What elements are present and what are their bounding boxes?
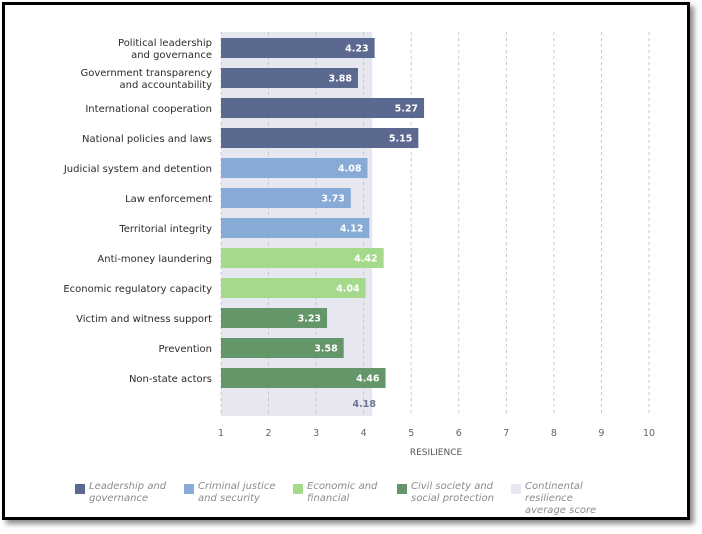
x-tick-label: 5 bbox=[408, 428, 414, 439]
bar bbox=[221, 188, 351, 208]
bar bbox=[221, 38, 375, 58]
legend-label: Leadership and governance bbox=[89, 481, 167, 504]
legend-item: Civil society and social protection bbox=[397, 481, 503, 505]
bar bbox=[221, 308, 328, 328]
bar-value-label: 3.88 bbox=[329, 74, 353, 85]
bar bbox=[221, 98, 425, 118]
category-label: Government transparency bbox=[80, 68, 212, 79]
legend-swatch bbox=[293, 484, 303, 494]
x-tick-label: 3 bbox=[313, 428, 319, 439]
legend-item: Criminal justice and security bbox=[184, 481, 290, 505]
legend-label: Criminal justice and security bbox=[198, 481, 276, 504]
average-value-label: 4.18 bbox=[353, 399, 377, 410]
legend-label: Continental resilience average score bbox=[525, 481, 597, 516]
category-label: Victim and witness support bbox=[76, 314, 212, 325]
x-tick-label: 10 bbox=[643, 428, 655, 439]
x-tick-label: 1 bbox=[218, 428, 224, 439]
legend-swatch bbox=[184, 484, 194, 494]
category-label: Prevention bbox=[159, 344, 212, 355]
bar bbox=[221, 68, 358, 88]
bar-value-label: 4.04 bbox=[336, 284, 360, 295]
category-label: Anti-money laundering bbox=[97, 254, 212, 265]
category-label: and governance bbox=[131, 50, 212, 61]
bar-value-label: 3.58 bbox=[314, 344, 338, 355]
bar-value-label: 4.23 bbox=[345, 44, 368, 55]
legend-item: Leadership and governance bbox=[75, 481, 181, 505]
legend-item: Continental resilience average score bbox=[511, 481, 617, 517]
legend-swatch bbox=[75, 484, 85, 494]
legend-label: Civil society and social protection bbox=[411, 481, 494, 504]
category-label: Political leadership bbox=[118, 38, 212, 49]
bar bbox=[221, 128, 419, 148]
category-label: Territorial integrity bbox=[118, 224, 212, 235]
bar-value-label: 4.46 bbox=[356, 374, 380, 385]
bar bbox=[221, 368, 386, 388]
category-label: Non-state actors bbox=[129, 374, 212, 385]
category-label: National policies and laws bbox=[82, 134, 212, 145]
x-tick-label: 7 bbox=[503, 428, 509, 439]
bar-value-label: 3.23 bbox=[298, 314, 321, 325]
bar-value-label: 4.42 bbox=[354, 254, 377, 265]
x-tick-label: 8 bbox=[551, 428, 557, 439]
legend-item: Economic and financial bbox=[293, 481, 399, 505]
bar bbox=[221, 278, 366, 298]
bar-value-label: 4.12 bbox=[340, 224, 363, 235]
bar-value-label: 5.27 bbox=[395, 104, 418, 115]
x-tick-label: 4 bbox=[361, 428, 367, 439]
category-label: International cooperation bbox=[85, 104, 212, 115]
bars: 4.23 3.88 5.27 5.15 4.08 3.73 4.12 4.42 4.04 3.23… bbox=[221, 38, 425, 388]
bar-value-label: 5.15 bbox=[389, 134, 412, 145]
category-label: Law enforcement bbox=[125, 194, 212, 205]
category-label: Economic regulatory capacity bbox=[63, 284, 212, 295]
category-label: Judicial system and detention bbox=[63, 164, 212, 175]
bar bbox=[221, 158, 368, 178]
bar-value-label: 3.73 bbox=[321, 194, 344, 205]
x-axis-label: RESILIENCE bbox=[410, 448, 463, 458]
category-label: and accountability bbox=[120, 80, 213, 91]
legend-swatch bbox=[397, 484, 407, 494]
legend-label: Economic and financial bbox=[307, 481, 378, 504]
bar bbox=[221, 338, 344, 358]
x-tick-label: 9 bbox=[598, 428, 604, 439]
legend-swatch bbox=[511, 484, 521, 494]
bar-value-label: 4.08 bbox=[338, 164, 362, 175]
bar bbox=[221, 218, 370, 238]
x-tick-label: 2 bbox=[266, 428, 272, 439]
x-tick-labels: 1 2 3 4 5 6 7 8 9 10 bbox=[218, 428, 655, 439]
x-tick-label: 6 bbox=[456, 428, 462, 439]
bar bbox=[221, 248, 384, 268]
